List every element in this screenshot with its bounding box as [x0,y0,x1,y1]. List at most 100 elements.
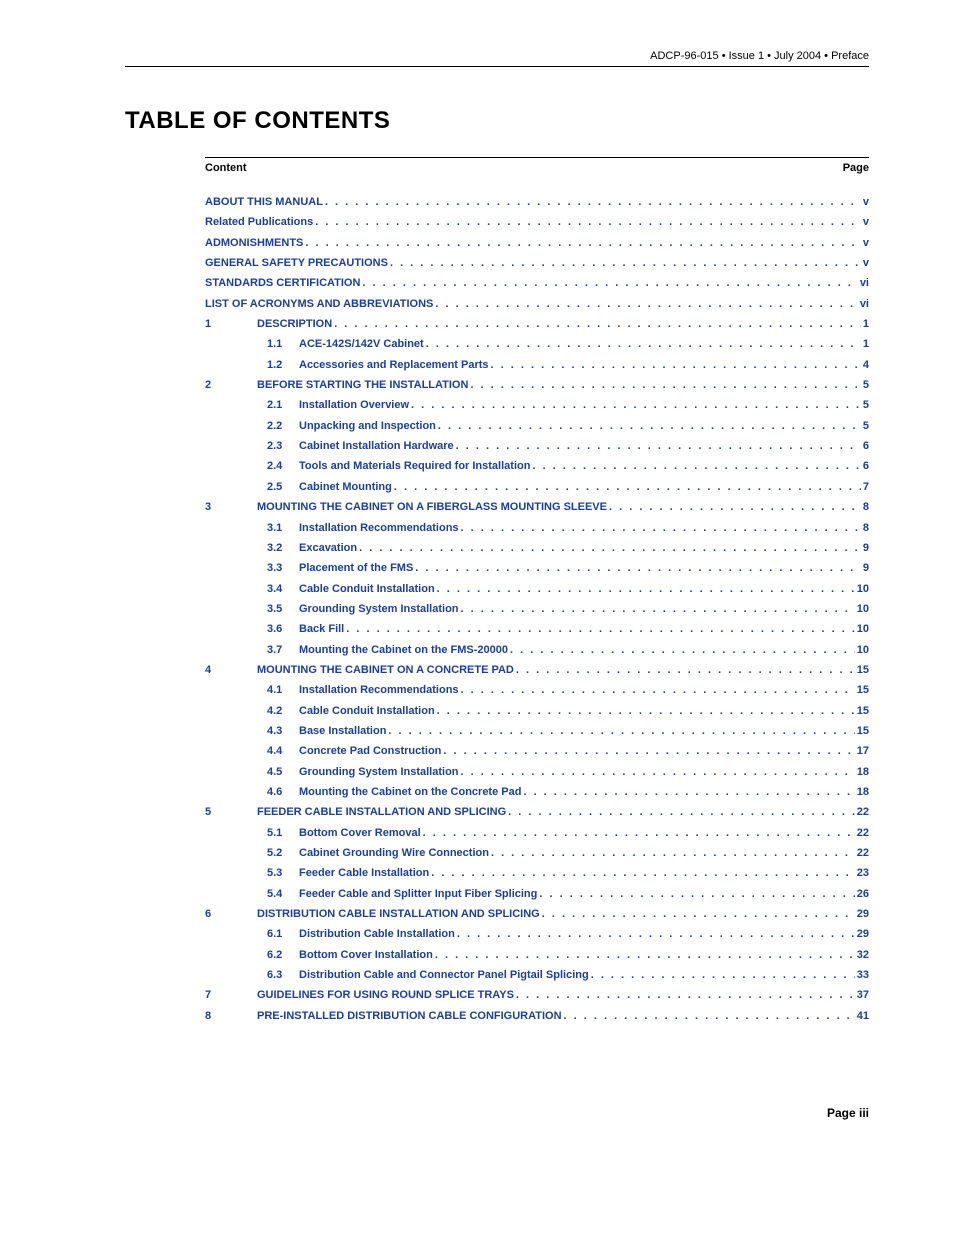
toc-entry[interactable]: 2BEFORE STARTING THE INSTALLATION5 [205,375,869,395]
toc-section-number: 7 [205,985,227,1005]
toc-section-number: 1 [205,314,227,334]
toc-entry[interactable]: 5.1Bottom Cover Removal22 [205,823,869,843]
toc-subsection-number: 2.3 [267,436,299,456]
toc-subsection-number: 5.2 [267,843,299,863]
toc-page-number: v [861,212,869,232]
toc-page-number: 5 [861,416,869,436]
toc-entry[interactable]: 5.3Feeder Cable Installation23 [205,863,869,883]
toc-leader-dots [433,945,855,965]
toc-entry-title: Cable Conduit Installation [299,579,435,599]
toc-entry[interactable]: 5.2Cabinet Grounding Wire Connection22 [205,843,869,863]
toc-page-number: 23 [855,863,869,883]
toc-section-number: 5 [205,802,227,822]
toc-entry[interactable]: 6.3Distribution Cable and Connector Pane… [205,965,869,985]
toc-entry[interactable]: STANDARDS CERTIFICATIONvi [205,273,869,293]
toc-page-number: 5 [861,375,869,395]
toc-entry-title: GENERAL SAFETY PRECAUTIONS [205,253,388,273]
toc-entry[interactable]: 1DESCRIPTION1 [205,314,869,334]
toc-subsection-number: 5.3 [267,863,299,883]
toc-page-number: 9 [861,538,869,558]
toc-entry[interactable]: 4MOUNTING THE CABINET ON A CONCRETE PAD1… [205,660,869,680]
toc-entry[interactable]: GENERAL SAFETY PRECAUTIONSv [205,253,869,273]
toc-entry[interactable]: 3.6Back Fill 10 [205,619,869,639]
toc-page-number: 10 [855,599,869,619]
toc-entry-title: Installation Overview [299,395,409,415]
toc-leader-dots [489,843,855,863]
toc-entry-title: Feeder Cable and Splitter Input Fiber Sp… [299,884,537,904]
toc-subsection-number: 3.1 [267,518,299,538]
toc-entry-title: Excavation [299,538,357,558]
toc-page-number: 22 [855,802,869,822]
toc-entry[interactable]: 6.1Distribution Cable Installation29 [205,924,869,944]
toc-leader-dots [459,680,855,700]
toc-entry[interactable]: 5.4Feeder Cable and Splitter Input Fiber… [205,884,869,904]
toc-entry[interactable]: 2.3Cabinet Installation Hardware6 [205,436,869,456]
toc-entry[interactable]: 4.6Mounting the Cabinet on the Concrete … [205,782,869,802]
toc-subsection-number: 4.2 [267,701,299,721]
toc-entry[interactable]: 4.3Base Installation15 [205,721,869,741]
toc-entry[interactable]: ADMONISHMENTSv [205,233,869,253]
toc-entry[interactable]: 3.2Excavation9 [205,538,869,558]
toc-leader-dots [323,192,861,212]
toc-entry-title: MOUNTING THE CABINET ON A CONCRETE PAD [257,660,514,680]
toc-page-number: 17 [855,741,869,761]
toc-page-number: 41 [855,1006,869,1026]
toc-entry[interactable]: 3.4Cable Conduit Installation10 [205,579,869,599]
toc-entry[interactable]: 2.2Unpacking and Inspection5 [205,416,869,436]
toc-page-number: 37 [855,985,869,1005]
toc-entry-title: STANDARDS CERTIFICATION [205,273,360,293]
toc-leader-dots [521,782,854,802]
toc-entry[interactable]: 4.5Grounding System Installation18 [205,762,869,782]
toc-subsection-number: 2.1 [267,395,299,415]
toc-leader-dots [506,802,855,822]
toc-subsection-number: 3.6 [267,619,299,639]
toc-leader-dots [468,375,860,395]
toc-entry[interactable]: 6.2Bottom Cover Installation32 [205,945,869,965]
toc-entry[interactable]: 4.4Concrete Pad Construction17 [205,741,869,761]
toc-leader-dots [530,456,860,476]
page-footer: Page iii [125,1106,869,1120]
toc-entry[interactable]: 3MOUNTING THE CABINET ON A FIBERGLASS MO… [205,497,869,517]
toc-leader-dots [413,558,861,578]
toc-entry[interactable]: 6DISTRIBUTION CABLE INSTALLATION AND SPL… [205,904,869,924]
toc-leader-dots [433,294,857,314]
toc-entry[interactable]: 1.1ACE-142S/142V Cabinet1 [205,334,869,354]
toc-entry[interactable]: 5FEEDER CABLE INSTALLATION AND SPLICING2… [205,802,869,822]
toc-entry[interactable]: 2.4Tools and Materials Required for Inst… [205,456,869,476]
toc-entry[interactable]: 4.2Cable Conduit Installation15 [205,701,869,721]
toc-entry-title: Back Fill [299,619,344,639]
toc-entry[interactable]: ABOUT THIS MANUALv [205,192,869,212]
toc-leader-dots [435,579,855,599]
toc-entry[interactable]: 3.1Installation Recommendations8 [205,518,869,538]
toc-body: ABOUT THIS MANUALvRelated PublicationsvA… [205,192,869,1026]
toc-entry-title: LIST OF ACRONYMS AND ABBREVIATIONS [205,294,433,314]
toc-entry[interactable]: 2.5Cabinet Mounting7 [205,477,869,497]
toc-entry[interactable]: 2.1Installation Overview5 [205,395,869,415]
toc-entry[interactable]: 3.5Grounding System Installation10 [205,599,869,619]
toc-entry[interactable]: 4.1Installation Recommendations15 [205,680,869,700]
toc-entry[interactable]: 7GUIDELINES FOR USING ROUND SPLICE TRAYS… [205,985,869,1005]
toc-subsection-number: 5.1 [267,823,299,843]
toc-entry-title: Tools and Materials Required for Install… [299,456,530,476]
toc-entry[interactable]: 3.3Placement of the FMS9 [205,558,869,578]
toc-header: Content Page [205,160,869,192]
toc-entry[interactable]: 3.7Mounting the Cabinet on the FMS-20000… [205,640,869,660]
toc-entry-title: Base Installation [299,721,386,741]
toc-subsection-number: 6.2 [267,945,299,965]
toc-leader-dots [508,640,855,660]
toc-section-number: 6 [205,904,227,924]
toc-page-number: 22 [855,823,869,843]
toc-page-number: 10 [855,619,869,639]
toc-page-number: 32 [855,945,869,965]
toc-entry[interactable]: 1.2Accessories and Replacement Parts4 [205,355,869,375]
toc-entry-title: Distribution Cable Installation [299,924,455,944]
toc-leader-dots [607,497,861,517]
toc-leader-dots [455,924,855,944]
toc-leader-dots [392,477,861,497]
toc-leader-dots [514,660,855,680]
toc-leader-dots [589,965,855,985]
toc-entry[interactable]: LIST OF ACRONYMS AND ABBREVIATIONSvi [205,294,869,314]
toc-entry[interactable]: 8PRE-INSTALLED DISTRIBUTION CABLE CONFIG… [205,1006,869,1026]
document-header: ADCP-96-015 • Issue 1 • July 2004 • Pref… [125,50,869,62]
toc-entry[interactable]: Related Publicationsv [205,212,869,232]
